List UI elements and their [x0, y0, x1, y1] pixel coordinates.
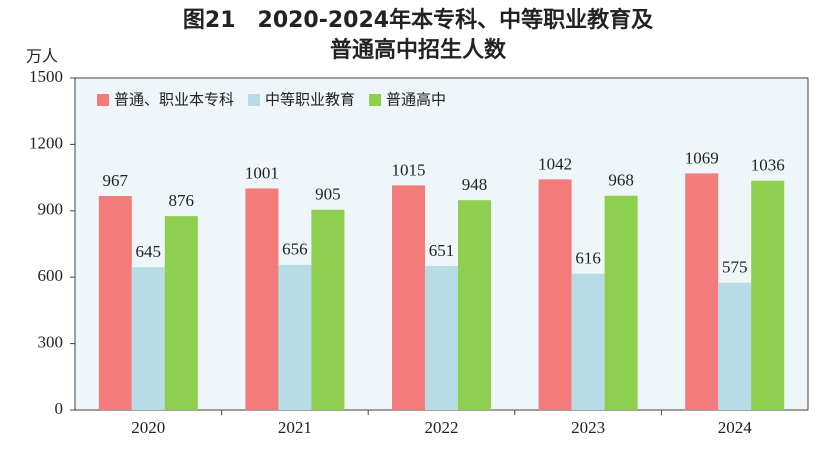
bar [278, 264, 312, 410]
data-label: 1015 [392, 160, 426, 179]
bar [538, 179, 572, 410]
bar [311, 209, 345, 410]
x-tick-label: 2023 [571, 418, 605, 437]
y-tick-label: 1500 [29, 67, 63, 86]
data-label: 968 [608, 171, 634, 190]
data-label: 1001 [245, 163, 279, 182]
data-label: 1069 [685, 148, 719, 167]
data-label: 575 [722, 258, 748, 277]
bar [164, 216, 198, 410]
data-label: 948 [462, 175, 488, 194]
legend-label: 普通、职业本专科 [114, 91, 234, 109]
bar [98, 195, 132, 410]
y-tick-label: 1200 [29, 133, 63, 152]
bar [131, 267, 165, 410]
y-unit: 万人 [26, 47, 58, 66]
data-label: 1042 [538, 154, 572, 173]
bar [425, 265, 458, 410]
x-tick-label: 2022 [425, 418, 459, 437]
x-tick-label: 2021 [278, 418, 312, 437]
bar [458, 200, 491, 410]
data-label: 645 [136, 242, 162, 261]
chart-title: 图21 2020-2024年本专科、中等职业教育及 [183, 7, 654, 33]
data-label: 651 [429, 241, 455, 260]
bar [245, 188, 279, 410]
data-label: 905 [315, 185, 341, 204]
data-label: 876 [169, 191, 195, 210]
data-label: 967 [103, 171, 129, 190]
chart-title: 普通高中招生人数 [330, 37, 507, 63]
legend-swatch [97, 94, 109, 106]
bar [718, 282, 752, 410]
legend-swatch [369, 94, 382, 106]
y-tick-label: 0 [55, 399, 64, 418]
bar [571, 273, 605, 410]
bar [751, 180, 785, 410]
data-label: 656 [282, 240, 308, 259]
y-tick-label: 300 [38, 333, 64, 352]
bar [604, 195, 638, 410]
data-label: 1036 [751, 156, 785, 175]
legend-swatch [248, 94, 261, 106]
y-tick-label: 900 [38, 200, 64, 219]
y-tick-label: 600 [38, 266, 64, 285]
bar [685, 173, 719, 410]
data-label: 616 [575, 249, 601, 268]
x-tick-label: 2020 [131, 418, 165, 437]
legend-label: 中等职业教育 [265, 91, 355, 109]
x-tick-label: 2024 [718, 418, 753, 437]
legend-label: 普通高中 [386, 91, 446, 109]
bar [392, 185, 425, 410]
